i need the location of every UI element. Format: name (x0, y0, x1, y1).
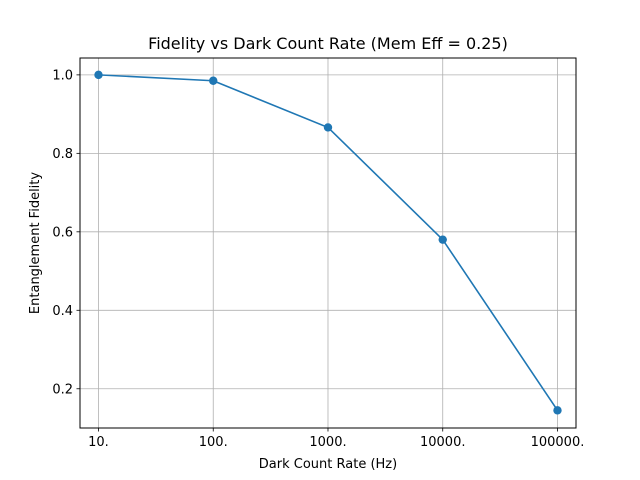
y-tick-label: 1.0 (52, 68, 73, 83)
x-tick-label: 10000. (420, 435, 466, 450)
axis-ticks: 10. 100. 1000. 10000. 100000. 0.2 0.4 0.6 0.8 1.0 (52, 68, 584, 450)
data-point (209, 76, 218, 85)
y-tick-label: 0.4 (52, 304, 73, 319)
data-point (323, 123, 333, 132)
series-layer (94, 70, 562, 415)
x-tick-label: 100000. (531, 435, 585, 450)
x-tick-label: 1000. (309, 435, 346, 450)
data-point (438, 235, 447, 244)
y-tick-label: 0.8 (52, 147, 73, 162)
y-tick-label: 0.2 (52, 382, 73, 397)
y-tick-label: 0.6 (52, 225, 73, 240)
x-tick-label: 10. (88, 435, 109, 450)
x-tick-label: 100. (199, 435, 228, 450)
data-point (94, 70, 103, 80)
chart-title: Fidelity vs Dark Count Rate (Mem Eff = 0… (148, 34, 508, 53)
grid (80, 58, 576, 428)
y-axis-label: Entanglement Fidelity (28, 172, 43, 314)
data-point (553, 406, 562, 415)
x-axis-label: Dark Count Rate (Hz) (259, 457, 397, 472)
